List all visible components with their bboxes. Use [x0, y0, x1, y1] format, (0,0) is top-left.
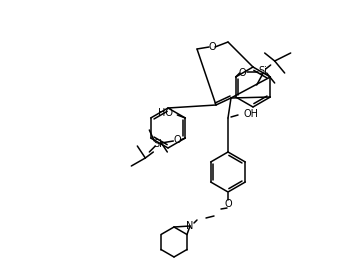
Text: O: O — [174, 135, 181, 145]
Text: HO: HO — [158, 108, 173, 118]
Text: Si: Si — [153, 139, 162, 149]
Text: O: O — [224, 199, 232, 209]
Text: OH: OH — [244, 109, 259, 119]
Text: O: O — [208, 42, 216, 52]
Text: O: O — [239, 68, 247, 78]
Text: Si: Si — [258, 66, 267, 76]
Text: N: N — [186, 221, 194, 231]
